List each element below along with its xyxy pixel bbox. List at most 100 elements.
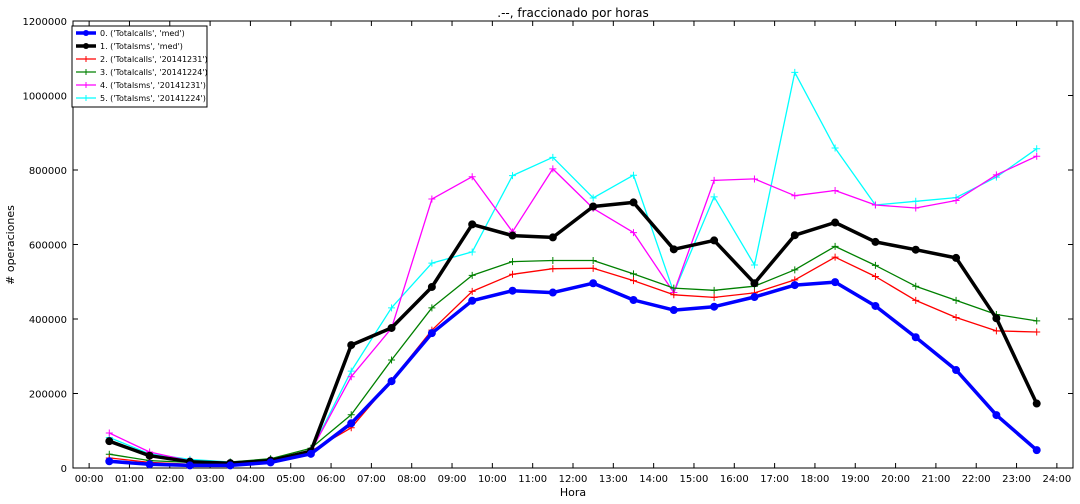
data-point xyxy=(387,377,396,386)
legend-marker xyxy=(83,43,89,49)
legend-entry: 5. ('Totalsms', '20141224') xyxy=(76,94,206,103)
data-point xyxy=(508,231,517,240)
data-point xyxy=(629,171,637,179)
x-tick-label: 21:00 xyxy=(921,474,950,485)
data-point xyxy=(791,266,799,274)
data-point xyxy=(750,293,759,302)
data-point xyxy=(750,261,758,269)
data-point xyxy=(1033,145,1041,153)
data-point xyxy=(710,193,718,201)
legend: 0. ('Totalcalls', 'med') 1. ('Totalsms', … xyxy=(71,25,208,108)
series-line xyxy=(108,200,1039,465)
data-point xyxy=(388,356,396,364)
data-point xyxy=(912,204,920,212)
x-tick-label: 04:00 xyxy=(236,474,265,485)
data-point xyxy=(831,186,839,194)
data-point xyxy=(427,282,436,291)
data-point xyxy=(1033,317,1041,325)
x-tick-label: 05:00 xyxy=(276,474,305,485)
x-tick-label: 02:00 xyxy=(155,474,184,485)
x-tick-label: 22:00 xyxy=(962,474,991,485)
data-point xyxy=(428,195,436,203)
data-point xyxy=(992,314,1001,323)
data-point xyxy=(831,278,840,287)
data-point xyxy=(387,323,396,332)
data-point xyxy=(790,281,799,290)
data-point xyxy=(589,264,597,272)
legend-entry: 1. ('Totalsms', 'med') xyxy=(76,42,183,51)
data-point xyxy=(347,341,356,350)
data-point xyxy=(952,197,960,205)
data-point xyxy=(871,237,880,246)
data-point xyxy=(549,165,557,173)
legend-label: 4. ('Totalsms', '20141231') xyxy=(100,81,206,90)
data-point xyxy=(629,270,637,278)
data-point xyxy=(629,296,638,305)
data-point xyxy=(548,288,557,297)
legend-label: 0. ('Totalcalls', 'med') xyxy=(100,29,185,38)
chart-title: .--, fraccionado por horas xyxy=(497,6,648,20)
x-tick-label: 08:00 xyxy=(397,474,426,485)
x-tick-label: 18:00 xyxy=(801,474,830,485)
legend-marker xyxy=(83,56,89,62)
data-point xyxy=(791,68,799,76)
data-point xyxy=(468,220,477,229)
data-point xyxy=(952,314,960,322)
x-tick-label: 06:00 xyxy=(317,474,346,485)
data-point xyxy=(185,461,194,470)
legend-marker xyxy=(83,69,89,75)
legend-entry: 0. ('Totalcalls', 'med') xyxy=(76,29,185,38)
data-point xyxy=(589,194,597,202)
data-point xyxy=(347,373,355,381)
data-point xyxy=(509,172,517,180)
legend-box xyxy=(71,25,208,108)
data-point xyxy=(549,265,557,273)
data-point xyxy=(871,301,880,310)
x-tick-label: 16:00 xyxy=(720,474,749,485)
data-point xyxy=(589,202,598,211)
data-point xyxy=(468,287,476,295)
legend-label: 1. ('Totalsms', 'med') xyxy=(100,42,183,51)
data-point xyxy=(629,229,637,237)
data-point xyxy=(548,233,557,242)
x-tick-label: 10:00 xyxy=(478,474,507,485)
data-point xyxy=(710,176,718,184)
data-point xyxy=(670,284,678,292)
data-point xyxy=(710,236,719,245)
data-point xyxy=(428,259,436,267)
data-point xyxy=(669,245,678,254)
data-point xyxy=(549,153,557,161)
data-point xyxy=(790,231,799,240)
data-point xyxy=(669,306,678,315)
data-point xyxy=(266,458,275,467)
y-tick-label: 1200000 xyxy=(22,17,67,28)
x-tick-label: 12:00 xyxy=(559,474,588,485)
data-point xyxy=(105,429,113,437)
data-point xyxy=(871,201,879,209)
data-point xyxy=(629,198,638,207)
data-point xyxy=(468,296,477,305)
data-point xyxy=(912,282,920,290)
series-group xyxy=(105,68,1041,470)
x-tick-label: 13:00 xyxy=(599,474,628,485)
data-point xyxy=(508,286,517,295)
y-tick-label: 600000 xyxy=(29,241,67,252)
x-tick-label: 01:00 xyxy=(115,474,144,485)
x-tick-label: 20:00 xyxy=(881,474,910,485)
data-point xyxy=(750,175,758,183)
data-point xyxy=(912,197,920,205)
data-point xyxy=(952,253,961,262)
data-point xyxy=(1032,446,1041,455)
x-tick-label: 09:00 xyxy=(438,474,467,485)
x-tick-label: 14:00 xyxy=(639,474,668,485)
data-point xyxy=(831,253,839,261)
data-point xyxy=(105,437,114,446)
data-point xyxy=(710,293,718,301)
series-0 xyxy=(105,278,1041,470)
legend-label: 5. ('Totalsms', '20141224') xyxy=(100,94,206,103)
x-tick-label: 11:00 xyxy=(518,474,547,485)
data-point xyxy=(750,279,759,288)
data-point xyxy=(589,279,598,288)
data-point xyxy=(388,304,396,312)
